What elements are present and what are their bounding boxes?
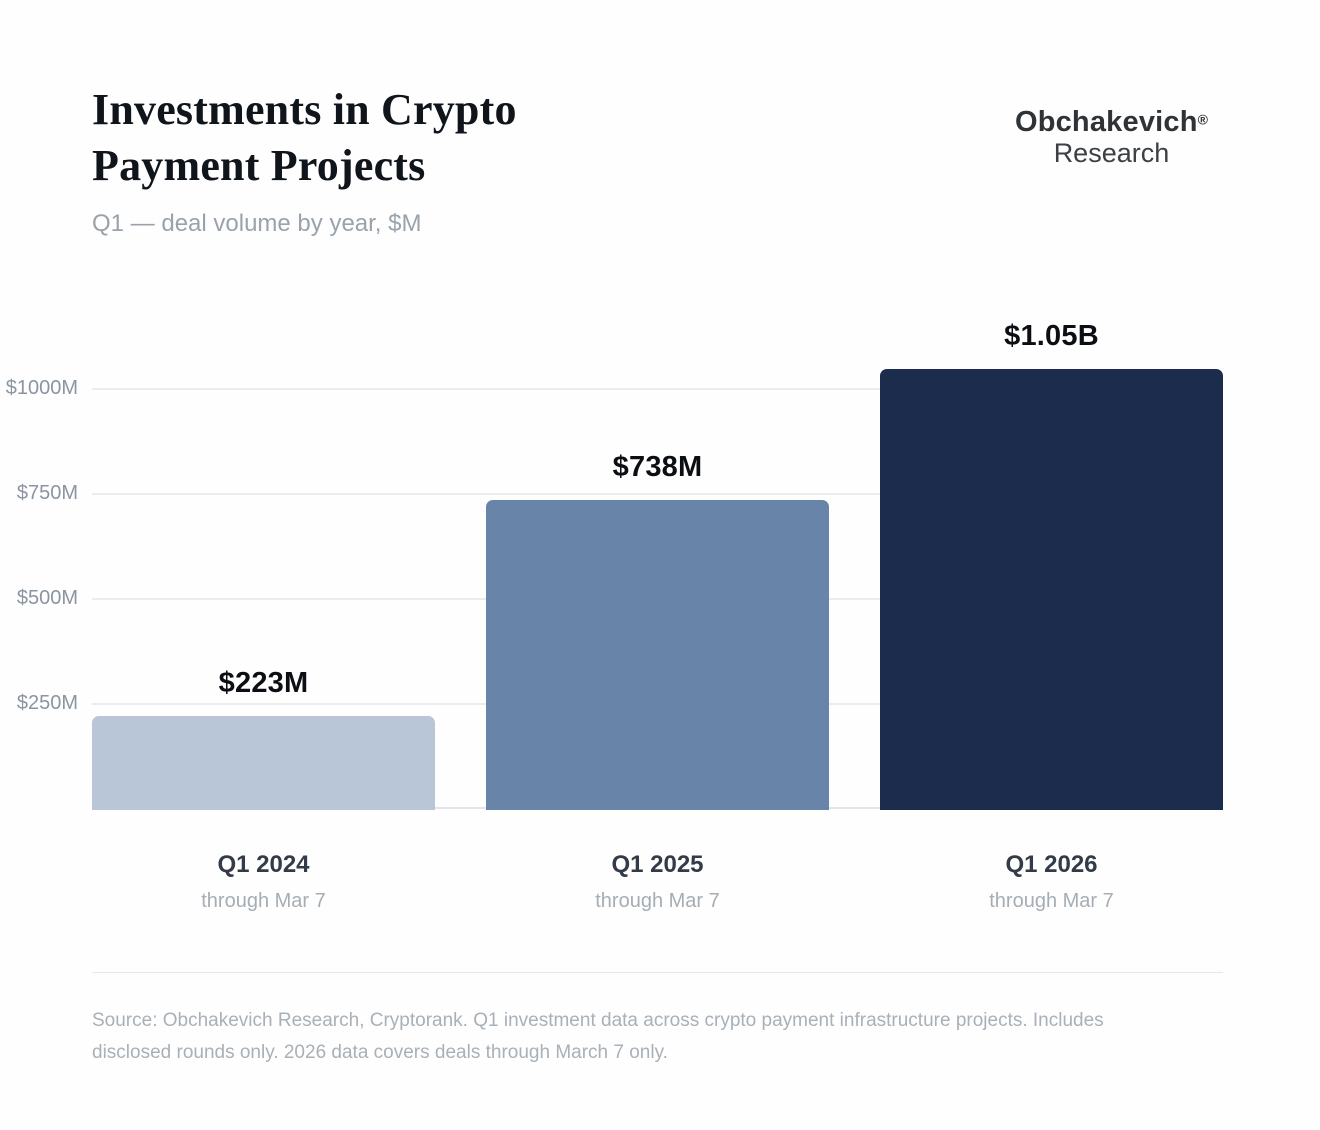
page-title-line1: Investments in Crypto bbox=[92, 85, 517, 134]
x-label-q1-2025: Q1 2025 bbox=[611, 851, 704, 878]
x-label-q1-2026: Q1 2026 bbox=[1005, 851, 1098, 878]
footer-divider bbox=[92, 972, 1223, 973]
brand-logo-subname: Research bbox=[1053, 138, 1170, 169]
brand-logo: Obchakevich® Research bbox=[1015, 107, 1208, 168]
gridline-750 bbox=[92, 493, 1223, 495]
x-sublabel-q1-2024: through Mar 7 bbox=[201, 890, 326, 912]
y-tick-250: $250M bbox=[16, 692, 78, 714]
bar-q1-2026 bbox=[880, 369, 1223, 810]
bar-q1-2024 bbox=[92, 716, 435, 810]
page-title-line2: Payment Projects bbox=[92, 141, 426, 190]
y-tick-1000: $1000M bbox=[5, 377, 78, 399]
page-subtitle: Q1 — deal volume by year, $M bbox=[92, 210, 422, 237]
gridline-1000 bbox=[92, 388, 1223, 390]
brand-logo-name: Obchakevich bbox=[1014, 106, 1198, 138]
bar-q1-2025 bbox=[486, 500, 829, 810]
y-tick-750: $750M bbox=[16, 482, 78, 504]
registered-trademark-icon: ® bbox=[1197, 111, 1208, 128]
source-note: Source: Obchakevich Research, Cryptorank… bbox=[92, 1010, 1104, 1063]
bar-value-q1-2026: $1.05B bbox=[1004, 320, 1099, 352]
brand-logo-name-row: Obchakevich® bbox=[1015, 107, 1208, 137]
y-tick-500: $500M bbox=[16, 587, 78, 609]
x-label-q1-2024: Q1 2024 bbox=[217, 851, 310, 878]
x-sublabel-q1-2025: through Mar 7 bbox=[595, 890, 720, 912]
bar-value-q1-2024: $223M bbox=[218, 667, 309, 699]
page-title: Investments in Crypto Payment Projects bbox=[92, 82, 517, 194]
x-sublabel-q1-2026: through Mar 7 bbox=[989, 890, 1114, 912]
bar-value-q1-2025: $738M bbox=[612, 451, 703, 483]
